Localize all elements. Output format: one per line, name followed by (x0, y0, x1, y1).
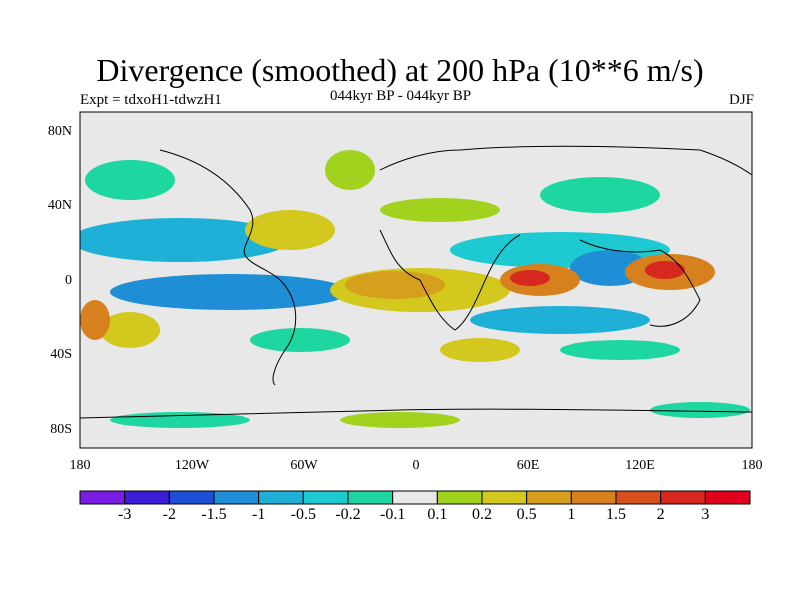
contour-yellow (380, 198, 500, 222)
lat-label: 80N (47, 124, 72, 139)
contour-green (540, 177, 660, 213)
lat-label: 40N (47, 198, 72, 213)
map-frame (79, 111, 753, 449)
lon-label: 120W (174, 458, 210, 473)
contour-red (645, 261, 685, 279)
lat-label: 80S (50, 422, 72, 437)
contour-red (510, 270, 550, 286)
lon-label: 180 (741, 458, 763, 473)
contour-green (340, 412, 460, 428)
contour-green (560, 340, 680, 360)
lat-label: 40S (50, 347, 72, 362)
contour-yellow (440, 338, 520, 362)
colorbar-label: 0.1 (427, 506, 448, 523)
contour-field (80, 145, 752, 428)
lon-label: 180 (69, 458, 91, 473)
contour-blue-band (80, 218, 290, 262)
period-label: 044kyr BP - 044kyr BP (330, 88, 472, 104)
colorbar-label: -3 (117, 506, 132, 523)
contour-green (85, 160, 175, 200)
colorbar-label: -2 (162, 506, 176, 523)
contour-blue (470, 306, 650, 334)
colorbar-label: -0.1 (379, 506, 406, 523)
colorbar-label: -0.5 (290, 506, 316, 523)
contour-green (650, 402, 750, 418)
colorbar-label: 1 (567, 506, 576, 523)
lon-label: 0 (412, 458, 420, 473)
chart-title: Divergence (smoothed) at 200 hPa (10**6 … (96, 52, 704, 88)
lat-label: 0 (65, 273, 72, 288)
colorbar-label: 0.2 (472, 506, 492, 523)
colorbar-label: -1 (251, 506, 266, 523)
colorbar-label: 1.5 (606, 506, 626, 523)
experiment-label: Expt = tdxoH1-tdwzH1 (80, 92, 222, 108)
lon-label: 120E (625, 458, 655, 473)
colorbar-label: 2 (656, 506, 665, 523)
contour-blue-band (110, 274, 350, 310)
contour-orange (80, 300, 110, 340)
colorbar-label: 3 (701, 506, 710, 523)
lon-label: 60W (290, 458, 318, 473)
contour-yellow (325, 150, 375, 190)
contour-orange (345, 271, 445, 299)
contour-yellow (245, 210, 335, 250)
contour-green (250, 328, 350, 352)
coastlines (80, 145, 752, 419)
colorbar-label: -1.5 (201, 506, 227, 523)
colorbar-label: 0.5 (516, 506, 537, 523)
contour-yellow (100, 312, 160, 348)
season-label: DJF (728, 92, 754, 108)
colorbar-label: -0.2 (335, 506, 361, 523)
lon-label: 60E (516, 458, 540, 473)
